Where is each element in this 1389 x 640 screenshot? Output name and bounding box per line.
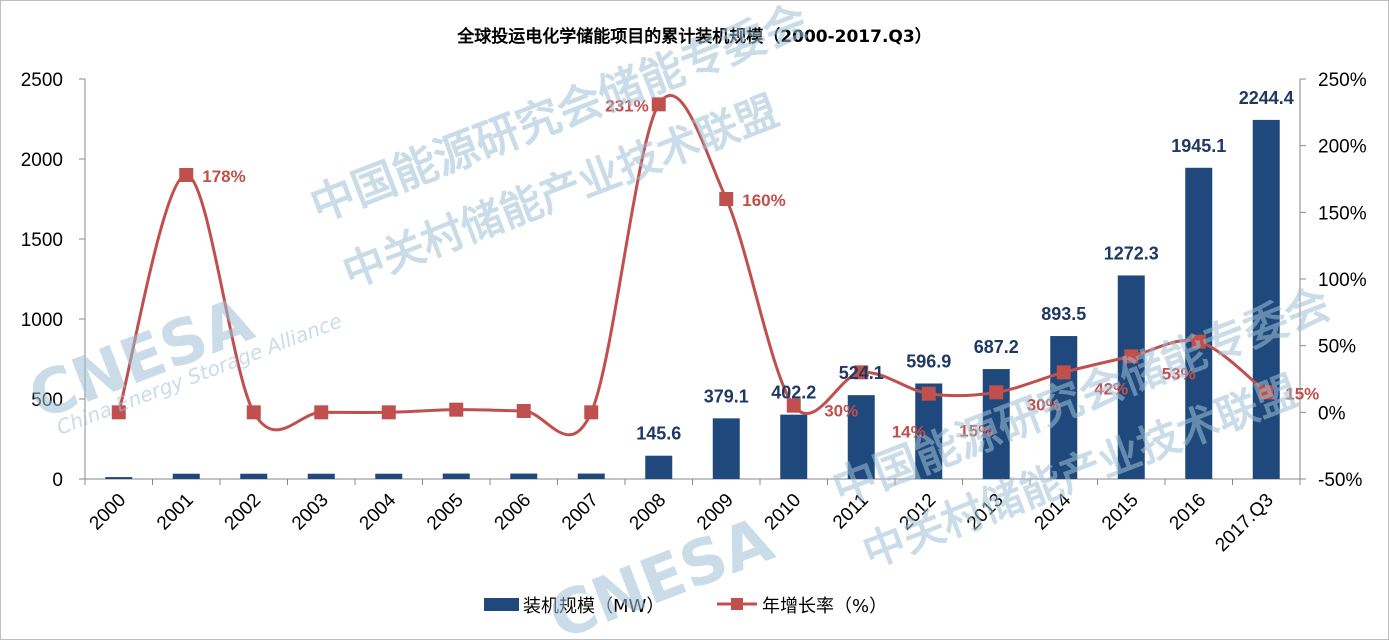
bar [847, 395, 875, 479]
bar-value-label: 1945.1 [1171, 136, 1226, 156]
y-right-tick-label: 100% [1318, 270, 1367, 291]
x-tick-label: 2007 [558, 490, 603, 535]
rate-value-label: 53% [1162, 365, 1196, 384]
legend-line-label: 年增长率（%） [762, 596, 887, 617]
rate-value-label: 231% [605, 96, 648, 115]
x-tick-label: 2015 [1098, 490, 1143, 535]
rate-value-label: 30% [824, 401, 858, 420]
legend-bar-swatch [484, 598, 519, 611]
x-tick-label: 2001 [153, 490, 198, 535]
growth-rate-marker [854, 365, 869, 380]
growth-rate-marker [1191, 334, 1206, 349]
bar [645, 455, 673, 479]
growth-rate-marker [1259, 385, 1274, 400]
legend-bar-label: 装机规模（MW） [523, 596, 664, 617]
rate-value-label: 14% [892, 423, 926, 442]
rate-value-label: 15% [959, 421, 993, 440]
growth-rate-marker [1124, 349, 1139, 364]
bar-value-label: 893.5 [1041, 304, 1086, 324]
bar [1185, 167, 1213, 479]
bar-value-label: 687.2 [974, 337, 1019, 357]
bar-value-label: 596.9 [906, 351, 951, 371]
x-tick-label: 2003 [288, 490, 333, 535]
y-left-tick-label: 500 [31, 390, 63, 411]
bar-value-label: 524.1 [839, 363, 884, 383]
y-left-tick-label: 1500 [21, 230, 63, 251]
growth-rate-marker [651, 97, 666, 112]
growth-rate-marker [179, 168, 194, 182]
growth-rate-marker [111, 405, 126, 420]
x-tick-label: 2008 [626, 490, 671, 535]
rate-value-label: 178% [202, 167, 245, 186]
bar [442, 473, 470, 479]
y-right-tick-label: 250% [1318, 70, 1367, 91]
growth-rate-marker [989, 385, 1004, 400]
x-tick-label: 2000 [86, 490, 131, 535]
y-left-tick-label: 0 [52, 470, 63, 491]
growth-rate-marker [449, 402, 464, 417]
growth-rate-marker [1056, 365, 1071, 380]
x-tick-label: 2006 [491, 490, 536, 535]
y-right-tick-label: 150% [1318, 203, 1367, 224]
bar-value-label: 402.2 [771, 383, 816, 403]
y-right-tick-label: -50% [1318, 470, 1362, 491]
bar [375, 473, 403, 479]
rate-value-label: 15% [1285, 384, 1319, 403]
bar [172, 473, 200, 479]
x-tick-label: 2004 [356, 489, 401, 534]
y-left-tick-label: 2000 [21, 150, 63, 171]
bar [780, 414, 808, 479]
x-tick-label: 2017.Q3 [1211, 490, 1277, 556]
bar [1252, 119, 1280, 480]
growth-rate-marker [381, 405, 396, 420]
growth-rate-marker [921, 386, 936, 401]
x-tick-label: 2005 [423, 490, 468, 535]
y-left-tick-label: 2500 [21, 70, 63, 91]
bar [510, 473, 538, 479]
bar-value-label: 145.6 [636, 424, 681, 444]
y-right-tick-label: 200% [1318, 137, 1367, 158]
bar [307, 473, 335, 479]
x-tick-label: 2002 [221, 490, 266, 535]
bar-value-label: 1272.3 [1104, 243, 1159, 263]
x-tick-label: 2016 [1166, 490, 1211, 535]
growth-rate-marker [314, 405, 329, 420]
growth-rate-marker [786, 398, 801, 413]
rate-value-label: 160% [742, 191, 785, 210]
y-right-tick-label: 0% [1318, 403, 1346, 424]
x-tick-label: 2010 [761, 490, 806, 535]
bar [1050, 336, 1078, 479]
y-left-tick-label: 1000 [21, 310, 63, 331]
chart-title: 全球投运电化学储能项目的累计装机规模（2000-2017.Q3） [457, 27, 932, 47]
bar [105, 477, 133, 479]
growth-rate-marker [516, 404, 531, 418]
growth-rate-marker [246, 405, 261, 420]
growth-rate-marker [719, 192, 734, 206]
bar [712, 418, 740, 479]
rate-value-label: 42% [1094, 379, 1128, 398]
y-right-tick-label: 50% [1318, 337, 1356, 358]
growth-rate-marker [584, 405, 599, 420]
bar [577, 473, 605, 479]
bar-value-label: 2244.4 [1239, 88, 1294, 108]
bar [240, 473, 268, 479]
bar-value-label: 379.1 [704, 386, 749, 406]
legend-line-marker [731, 598, 743, 610]
rate-value-label: 30% [1027, 395, 1061, 414]
bar [1117, 275, 1145, 479]
